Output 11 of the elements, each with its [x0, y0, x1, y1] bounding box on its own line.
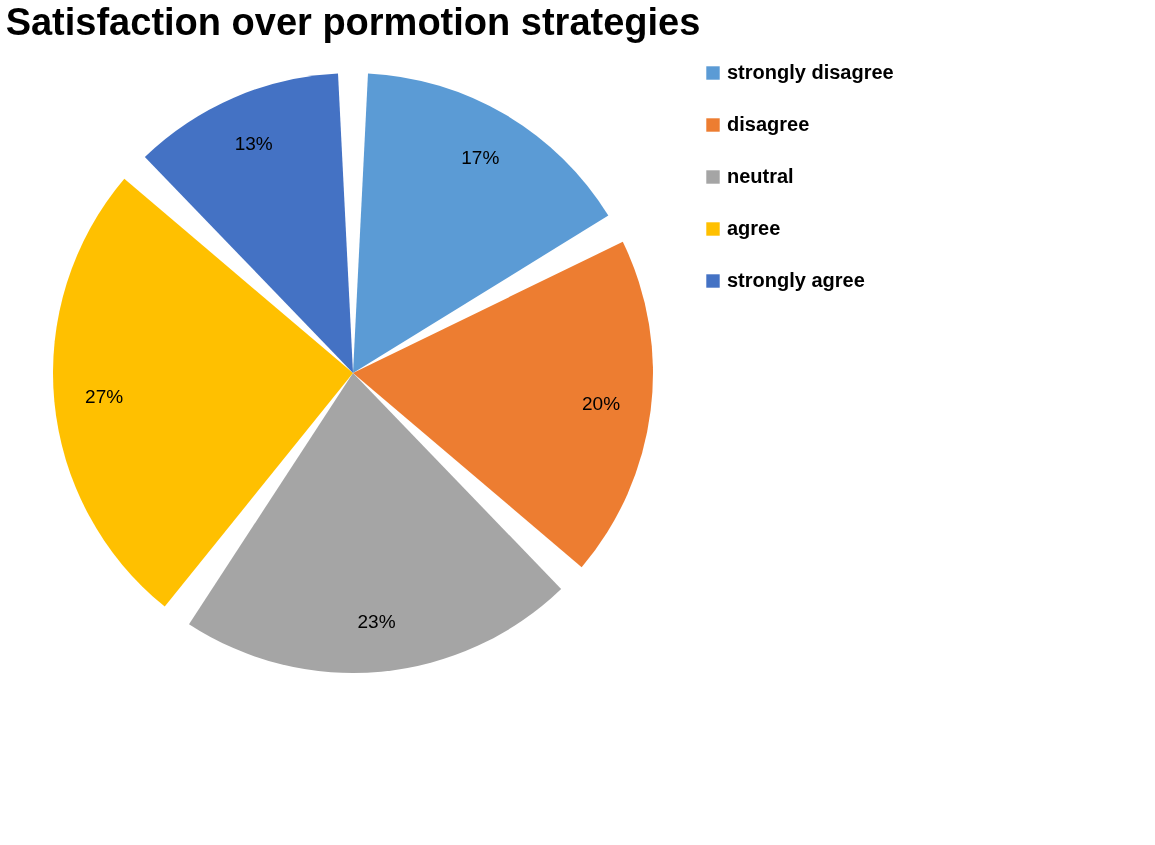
- chart-title: Satisfaction over pormotion strategies: [5, 1, 701, 43]
- data-label: 27%: [85, 385, 124, 407]
- legend-label: neutral: [727, 165, 794, 187]
- data-label: 23%: [357, 610, 396, 632]
- data-label: 17%: [461, 146, 500, 168]
- data-label: 13%: [234, 132, 273, 154]
- legend-label: strongly agree: [727, 269, 865, 291]
- legend-label: strongly disagree: [727, 61, 894, 83]
- legend-label: disagree: [727, 113, 810, 135]
- legend-label: agree: [727, 217, 781, 239]
- data-label: 20%: [582, 393, 621, 415]
